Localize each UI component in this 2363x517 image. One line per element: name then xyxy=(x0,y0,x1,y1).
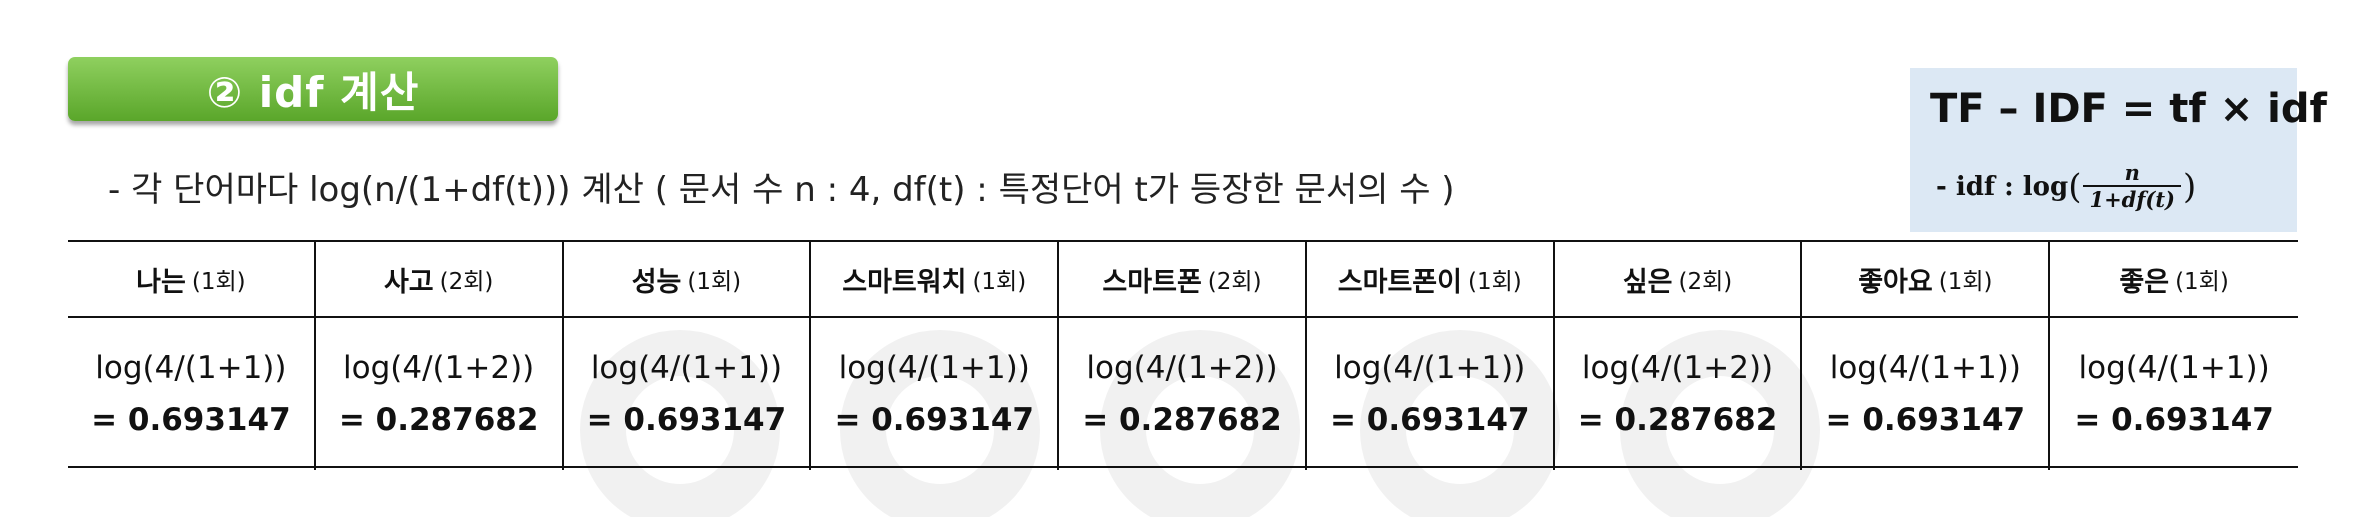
table-value-cell: log(4/(1+1)) = 0.693147 xyxy=(2050,318,2298,470)
idf-fraction: n 1+df(t) xyxy=(2083,162,2181,212)
table-value-cell: log(4/(1+2)) = 0.287682 xyxy=(316,318,564,470)
table-value-cell: log(4/(1+1)) = 0.693147 xyxy=(811,318,1060,470)
header-count: (1회) xyxy=(191,269,246,295)
idf-close-paren: ) xyxy=(2182,167,2197,207)
header-word: 사고 xyxy=(383,266,434,298)
idf-value: = 0.287682 xyxy=(338,402,539,438)
table-header-cell: 싶은 (2회) xyxy=(1554,242,1803,318)
header-word: 성능 xyxy=(631,266,682,298)
header-count: (2회) xyxy=(1678,269,1733,295)
section-heading-tag: ② idf 계산 xyxy=(68,57,558,121)
table-value-cell: log(4/(1+1)) = 0.693147 xyxy=(564,318,812,470)
idf-table: 나는 (1회) 사고 (2회) 성능 (1회) 스마트워치 (1회) 스마트폰 (2회) 스마트폰이… xyxy=(68,240,2298,470)
table-header-cell: 스마트폰이 (1회) xyxy=(1306,242,1555,318)
idf-expression: log(4/(1+1)) xyxy=(2078,350,2270,386)
idf-expression: log(4/(1+2)) xyxy=(1086,350,1278,386)
header-word: 싶은 xyxy=(1622,266,1673,298)
idf-expression: log(4/(1+2)) xyxy=(343,350,535,386)
idf-numerator: n xyxy=(2124,160,2140,185)
idf-open-paren: ( xyxy=(2068,167,2082,207)
description-text: - 각 단어마다 log(n/(1+df(t))) 계산 ( 문서 수 n : … xyxy=(108,170,1455,210)
idf-expression: log(4/(1+2)) xyxy=(1581,350,1774,386)
header-word: 좋아요 xyxy=(1858,266,1933,298)
idf-value: = 0.287682 xyxy=(1577,402,1778,438)
idf-value: = 0.693147 xyxy=(2074,402,2274,438)
table-header-cell: 나는 (1회) xyxy=(68,242,316,318)
header-word: 나는 xyxy=(136,266,186,298)
idf-value: = 0.693147 xyxy=(1825,402,2026,438)
idf-expression: log(4/(1+1)) xyxy=(1829,350,2021,386)
header-count: (1회) xyxy=(1938,269,1993,295)
table-value-cell: log(4/(1+2)) = 0.287682 xyxy=(1555,318,1803,470)
table-header-cell: 스마트워치 (1회) xyxy=(811,242,1060,318)
table-value-cell: log(4/(1+1)) = 0.693147 xyxy=(1307,318,1555,470)
idf-expression: log(4/(1+1)) xyxy=(838,350,1030,386)
header-word: 스마트폰이 xyxy=(1337,266,1462,298)
header-word: 스마트폰 xyxy=(1102,266,1202,298)
header-count: (1회) xyxy=(687,269,742,295)
header-count: (1회) xyxy=(1467,269,1522,295)
idf-formula-prefix: - idf : log xyxy=(1936,172,2069,202)
idf-value: = 0.693147 xyxy=(1329,402,1530,438)
idf-formula: - idf : log ( n 1+df(t) ) xyxy=(1936,162,2196,212)
table-header-cell: 좋은 (1회) xyxy=(2050,242,2298,318)
idf-value: = 0.287682 xyxy=(1082,402,1282,438)
idf-expression: log(4/(1+1)) xyxy=(95,350,287,386)
table-value-cell: log(4/(1+1)) = 0.693147 xyxy=(1802,318,2051,470)
table-header-cell: 사고 (2회) xyxy=(315,242,564,318)
formula-title: TF – IDF = tf × idf xyxy=(1930,86,2327,132)
header-count: (1회) xyxy=(2175,269,2229,295)
header-word: 스마트워치 xyxy=(842,266,967,298)
idf-value: = 0.693147 xyxy=(586,402,787,438)
table-header-cell: 스마트폰 (2회) xyxy=(1059,242,1307,318)
idf-value: = 0.693147 xyxy=(834,402,1034,438)
idf-value: = 0.693147 xyxy=(91,402,291,438)
table-header-cell: 성능 (1회) xyxy=(563,242,812,318)
table-value-cell: log(4/(1+1)) = 0.693147 xyxy=(68,318,316,470)
header-count: (2회) xyxy=(439,269,494,295)
idf-denominator: 1+df(t) xyxy=(2083,185,2181,212)
section-heading-label: ② idf 계산 xyxy=(206,67,420,117)
table-header-cell: 좋아요 (1회) xyxy=(1802,242,2051,318)
formula-box: TF – IDF = tf × idf - idf : log ( n 1+df… xyxy=(1910,68,2327,232)
header-count: (1회) xyxy=(972,269,1027,295)
table-value-cell: log(4/(1+2)) = 0.287682 xyxy=(1059,318,1307,470)
header-count: (2회) xyxy=(1207,269,1262,295)
idf-expression: log(4/(1+1)) xyxy=(1334,350,1526,386)
header-word: 좋은 xyxy=(2119,266,2170,298)
idf-expression: log(4/(1+1)) xyxy=(590,350,783,386)
